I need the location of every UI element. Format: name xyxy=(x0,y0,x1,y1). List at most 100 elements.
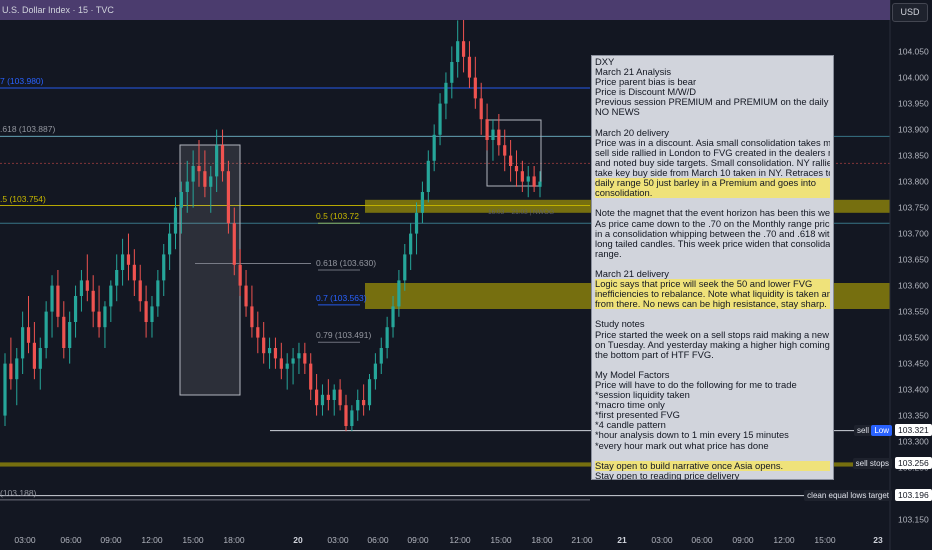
note-line: from there. No news can be high resistan… xyxy=(595,299,830,310)
candle-body xyxy=(44,311,48,348)
x-tick-label: 03:00 xyxy=(651,535,673,545)
side-label: clean equal lows target xyxy=(804,489,892,501)
candle-body xyxy=(532,176,536,187)
candle-body xyxy=(456,41,460,62)
candle-body xyxy=(197,166,201,172)
candle-body xyxy=(432,134,436,161)
note-line: *every hour mark out what price has done xyxy=(595,440,769,451)
candle-body xyxy=(226,171,231,224)
level-label: .618 (103.887) xyxy=(0,124,56,135)
note-line: *first presented FVG xyxy=(595,410,680,421)
note-line: DXY xyxy=(595,57,615,67)
candle-body xyxy=(209,176,213,187)
candle-body xyxy=(438,103,442,135)
analysis-note[interactable]: DXY March 21 Analysis Price parent bias is… xyxy=(591,55,834,480)
candle-body xyxy=(273,348,278,359)
note-line: *4 candle pattern xyxy=(595,420,666,431)
candle-body xyxy=(68,322,72,348)
y-tick-label: 103.650 xyxy=(898,255,929,265)
y-tick-label: 104.050 xyxy=(898,47,929,57)
x-tick-label: 03:00 xyxy=(14,535,36,545)
level-label: (103.188) xyxy=(0,487,37,498)
candle-body xyxy=(179,192,183,208)
candle-body xyxy=(403,254,407,281)
x-tick-label: 06:00 xyxy=(367,535,389,545)
side-label: Low xyxy=(871,424,892,436)
x-tick-label: 23 xyxy=(873,535,883,545)
x-tick-label: 15:00 xyxy=(182,535,204,545)
x-tick-label: 03:00 xyxy=(327,535,349,545)
note-line: the bottom part of HTF FVG. xyxy=(595,349,714,360)
candle-body xyxy=(350,410,354,426)
candle-body xyxy=(497,129,501,146)
candle-body xyxy=(191,166,195,182)
candle-body xyxy=(103,306,107,328)
candle-body xyxy=(391,306,395,328)
note-line: and noted buy side targets. Small consol… xyxy=(595,157,830,168)
candle-body xyxy=(168,233,172,255)
candle-body xyxy=(473,77,477,99)
x-tick-label: 12:00 xyxy=(141,535,163,545)
candle-body xyxy=(362,400,366,406)
x-tick-label: 20 xyxy=(293,535,303,545)
candle-body xyxy=(256,327,260,338)
level-label: 0.7 (103.563) xyxy=(316,292,367,303)
y-tick-label: 103.950 xyxy=(898,99,929,109)
note-line xyxy=(595,118,830,128)
note-line: My Model Factors xyxy=(595,369,670,380)
note-line: March 21 delivery xyxy=(595,268,669,279)
y-tick-label: 103.750 xyxy=(898,203,929,213)
candle-body xyxy=(85,280,89,291)
x-tick-label: 21:00 xyxy=(571,535,593,545)
price-tag: 103.196 xyxy=(895,488,932,501)
candle-body xyxy=(132,264,136,281)
level-label: 0.618 (103.630) xyxy=(316,258,377,268)
x-tick-label: 06:00 xyxy=(60,535,82,545)
candle-body xyxy=(314,389,319,406)
candle-body xyxy=(485,119,489,140)
y-tick-label: 103.150 xyxy=(898,515,929,525)
x-tick-label: 12:00 xyxy=(449,535,471,545)
symbol-title[interactable]: U.S. Dollar Index · 15 · TVC xyxy=(2,5,114,15)
currency-button[interactable]: USD xyxy=(892,3,928,22)
note-line: consolidation. xyxy=(595,188,830,199)
candle-body xyxy=(409,233,413,255)
candle-body xyxy=(420,192,425,213)
candle-body xyxy=(150,306,154,322)
note-line xyxy=(595,198,830,208)
candles xyxy=(3,15,542,432)
level-label: 7 (103.980) xyxy=(0,76,44,86)
candle-body xyxy=(303,353,307,364)
y-tick-label: 103.450 xyxy=(898,359,929,369)
note-line: *session liquidity taken xyxy=(595,390,690,401)
candle-body xyxy=(373,363,377,380)
candle-body xyxy=(520,171,524,182)
candle-body xyxy=(203,171,207,187)
note-line: Logic says that price will seek the 50 a… xyxy=(595,279,830,290)
candle-body xyxy=(320,394,325,406)
note-line: sell side rallied in London to FVG creat… xyxy=(595,147,830,158)
candle-body xyxy=(503,145,507,156)
note-line: Previous session PREMIUM and PREMIUM on … xyxy=(595,97,830,108)
candle-body xyxy=(326,394,330,400)
candle-body xyxy=(291,358,295,364)
note-line: Note the magnet that the event horizon h… xyxy=(595,208,830,219)
candle-body xyxy=(21,327,25,359)
note-line: daily range 50 just barley in a Premium … xyxy=(595,178,830,189)
note-line xyxy=(595,451,830,461)
fvg-zone xyxy=(0,462,890,467)
y-tick-label: 103.850 xyxy=(898,151,929,161)
candle-body xyxy=(79,280,84,296)
candle-body xyxy=(115,270,119,286)
note-line: Study notes xyxy=(595,319,645,330)
candle-body xyxy=(238,264,242,286)
candle-body xyxy=(56,285,60,317)
note-line: Price parent bias is bear xyxy=(595,77,697,88)
candle-body xyxy=(479,98,483,120)
candle-body xyxy=(50,285,54,312)
note-line xyxy=(595,360,830,370)
candle-body xyxy=(526,176,530,182)
candle-body xyxy=(267,348,272,354)
note-line: Price will have to do the following for … xyxy=(595,380,797,390)
note-line: inefficiencies to rebalance. Note what l… xyxy=(595,289,830,300)
